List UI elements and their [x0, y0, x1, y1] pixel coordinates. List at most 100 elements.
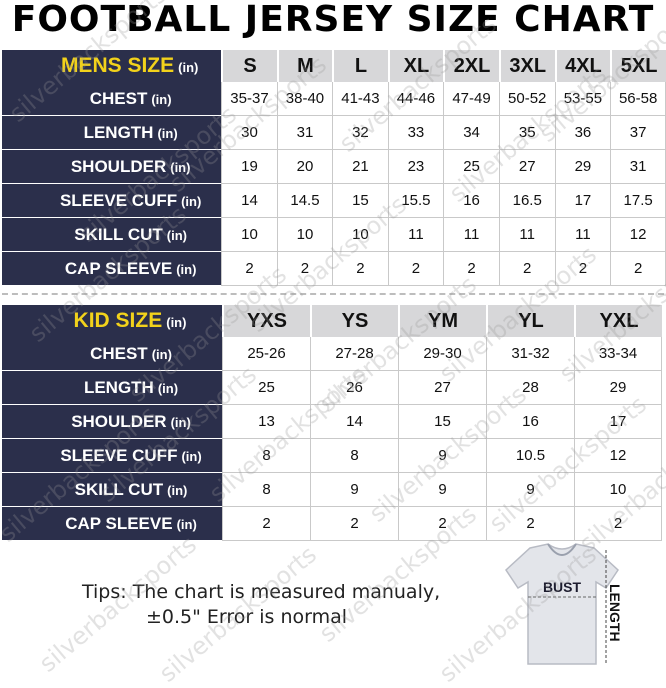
measurement-name: CAP SLEEVE [65, 513, 173, 533]
tips-line-1: Tips: The chart is measured manualy, [82, 581, 441, 603]
size-value-cell: 41-43 [332, 82, 388, 116]
unit-label: (in) [176, 261, 197, 277]
mens-table-row: SLEEVE CUFF (in) 14 14.5 15 15.5 16 16.5 17 17.5 [2, 184, 666, 218]
size-value-cell: 17 [574, 405, 662, 439]
unit-label: (in) [178, 60, 199, 75]
measurement-name: SHOULDER [71, 411, 167, 431]
measurement-name: SKILL CUT [74, 224, 163, 244]
size-value-cell: 2 [332, 252, 388, 286]
measurement-label: SHOULDER (in) [2, 405, 222, 439]
tips-note: Tips: The chart is measured manualy, ±0.… [82, 580, 482, 630]
collar-line [547, 543, 577, 556]
unit-label: (in) [181, 193, 202, 209]
mens-size-header: M [276, 50, 333, 82]
kids-table-row: SLEEVE CUFF (in) 8 8 9 10.5 12 [2, 439, 662, 473]
mens-size-label: MENS SIZE (in) [2, 50, 222, 82]
measurement-name: CHEST [89, 88, 148, 108]
size-value-cell: 35-37 [221, 82, 277, 116]
size-value-cell: 16.5 [498, 184, 555, 218]
unit-label: (in) [170, 159, 191, 175]
size-value-cell: 33-34 [574, 337, 662, 371]
size-value-cell: 31-32 [486, 337, 574, 371]
mens-size-header: L [332, 50, 388, 82]
kids-size-header: YXS [222, 305, 310, 337]
mens-size-title: MENS SIZE [60, 54, 175, 77]
size-value-cell: 2 [486, 507, 574, 541]
size-value-cell: 37 [610, 116, 666, 150]
size-value-cell: 10.5 [486, 439, 574, 473]
bust-label: BUST [543, 579, 582, 595]
mens-size-header: XL [387, 50, 444, 82]
kids-size-table: KID SIZE (in) YXS YS YM YL YXL CHEST (in) 25-26 27… [2, 305, 662, 541]
kids-size-header: YS [310, 305, 398, 337]
measurement-name: LENGTH [83, 377, 154, 397]
size-value-cell: 11 [498, 218, 555, 252]
size-value-cell: 27-28 [310, 337, 398, 371]
size-value-cell: 25 [222, 371, 310, 405]
unit-label: (in) [167, 482, 188, 498]
measurement-name: LENGTH [83, 122, 154, 142]
size-value-cell: 13 [222, 405, 310, 439]
measurement-name: SLEEVE CUFF [59, 190, 178, 210]
size-value-cell: 53-55 [554, 82, 611, 116]
size-value-cell: 33 [387, 116, 444, 150]
measurement-name: SKILL CUT [74, 479, 164, 499]
size-value-cell: 30 [221, 116, 277, 150]
mens-table-row: SKILL CUT (in) 10 10 10 11 11 11 11 12 [2, 218, 666, 252]
mens-table-row: SHOULDER (in) 19 20 21 23 25 27 29 31 [2, 150, 666, 184]
kids-table-row: CHEST (in) 25-26 27-28 29-30 31-32 33-34 [2, 337, 662, 371]
measurement-label: SKILL CUT (in) [2, 473, 222, 507]
kids-size-header: YM [398, 305, 486, 337]
size-value-cell: 8 [222, 439, 310, 473]
size-value-cell: 25 [443, 150, 499, 184]
unit-label: (in) [181, 448, 202, 464]
unit-label: (in) [166, 227, 187, 243]
size-value-cell: 28 [486, 371, 574, 405]
section-divider [2, 293, 664, 295]
jersey-measurement-diagram: BUST LENGTH [505, 543, 623, 665]
size-value-cell: 2 [276, 252, 333, 286]
size-value-cell: 21 [332, 150, 388, 184]
length-label: LENGTH [607, 584, 623, 642]
measurement-label: LENGTH (in) [2, 371, 222, 405]
size-value-cell: 2 [610, 252, 666, 286]
size-value-cell: 12 [610, 218, 666, 252]
measurement-name: SLEEVE CUFF [60, 445, 178, 465]
size-value-cell: 2 [222, 507, 310, 541]
size-value-cell: 11 [554, 218, 611, 252]
size-value-cell: 14 [221, 184, 277, 218]
size-value-cell: 23 [387, 150, 444, 184]
size-value-cell: 15 [398, 405, 486, 439]
size-value-cell: 10 [332, 218, 388, 252]
size-value-cell: 50-52 [498, 82, 555, 116]
kids-table-row: SKILL CUT (in) 8 9 9 9 10 [2, 473, 662, 507]
size-value-cell: 9 [398, 439, 486, 473]
size-value-cell: 27 [398, 371, 486, 405]
mens-size-header: 4XL [554, 50, 611, 82]
mens-size-header: 5XL [610, 50, 666, 82]
mens-size-table: MENS SIZE (in) S M L XL 2XL 3XL 4XL 5XL CHEST (in) 3… [2, 50, 666, 286]
size-value-cell: 11 [443, 218, 499, 252]
unit-label: (in) [157, 125, 178, 141]
unit-label: (in) [157, 380, 179, 396]
size-value-cell: 32 [332, 116, 388, 150]
size-value-cell: 9 [398, 473, 486, 507]
size-value-cell: 10 [221, 218, 277, 252]
size-value-cell: 17 [554, 184, 611, 218]
size-value-cell: 29-30 [398, 337, 486, 371]
size-value-cell: 29 [574, 371, 662, 405]
size-value-cell: 44-46 [387, 82, 444, 116]
size-value-cell: 2 [398, 507, 486, 541]
measurement-name: CAP SLEEVE [64, 258, 173, 278]
kids-size-header: YXL [574, 305, 662, 337]
size-value-cell: 8 [310, 439, 398, 473]
measurement-label: CAP SLEEVE (in) [2, 252, 222, 286]
unit-label: (in) [151, 346, 172, 362]
kids-size-title: KID SIZE [73, 309, 163, 332]
size-value-cell: 9 [486, 473, 574, 507]
size-value-cell: 31 [276, 116, 333, 150]
size-value-cell: 2 [221, 252, 277, 286]
size-value-cell: 47-49 [443, 82, 499, 116]
size-value-cell: 35 [498, 116, 555, 150]
size-value-cell: 14.5 [276, 184, 333, 218]
